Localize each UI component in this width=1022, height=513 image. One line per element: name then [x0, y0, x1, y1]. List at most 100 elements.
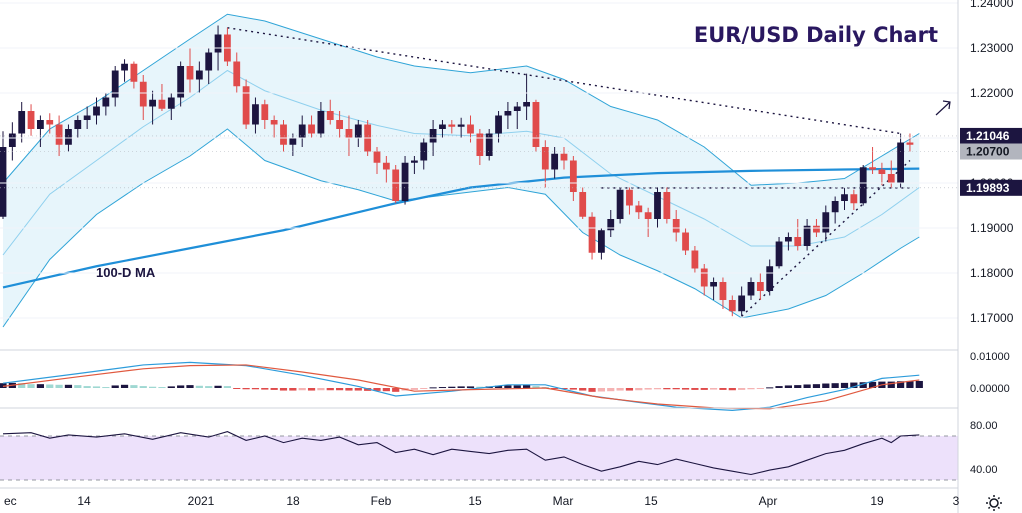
candle-body [149, 99, 156, 107]
macd-histogram-bar [0, 383, 7, 388]
candle-body [859, 167, 867, 204]
macd-histogram-bar [747, 388, 755, 390]
macd-histogram-bar [579, 388, 587, 391]
macd-histogram-bar [279, 388, 288, 391]
breakout-arrow-icon [935, 100, 951, 116]
macd-histogram-bar [354, 388, 362, 391]
candle-body [37, 120, 44, 129]
candle-body [467, 124, 474, 134]
candle-body [551, 153, 559, 170]
y-tick-label: 1.22000 [970, 86, 1014, 100]
candle-body [65, 129, 72, 145]
candle-body [794, 237, 802, 246]
macd-histogram-bar [784, 385, 792, 388]
settings-gear-icon[interactable] [986, 495, 1002, 511]
macd-histogram-bar [149, 386, 157, 388]
macd-histogram-bar [663, 388, 671, 390]
candle-body [429, 129, 437, 143]
macd-histogram-bar [803, 384, 811, 388]
candle-body [831, 201, 839, 213]
x-tick-label: ec [4, 494, 17, 508]
candle-body [738, 295, 746, 312]
macd-histogram-bar [616, 388, 624, 391]
candle-body [233, 61, 241, 87]
macd-histogram-bar [364, 388, 372, 391]
macd-histogram-bar [158, 387, 166, 389]
macd-histogram-bar [532, 386, 540, 388]
macd-histogram-bar [607, 388, 615, 392]
macd-histogram-bar [317, 388, 325, 391]
candle-body [55, 124, 63, 145]
moving-average-100d [2, 167, 920, 289]
macd-histogram-bar [307, 388, 316, 391]
macd-histogram-bar [560, 388, 568, 389]
candle-body [186, 66, 194, 80]
macd-histogram-bar [906, 380, 914, 388]
ma100-line [2, 167, 920, 289]
x-tick-label: 14 [77, 494, 91, 508]
candle-body [27, 111, 35, 129]
candle-body [261, 104, 269, 120]
macd-histogram-bar [644, 388, 652, 390]
candle-body [439, 124, 446, 129]
macd-histogram-bar [635, 388, 643, 391]
bollinger-upper-line [2, 13, 920, 186]
candle-body [167, 97, 175, 109]
price-tag [960, 127, 1022, 144]
macd-line [2, 361, 920, 412]
candle-body [46, 120, 54, 125]
candle-body [93, 106, 100, 116]
price-tags: 1.21046 1.20700 1.19893 [0, 127, 1022, 196]
candle-body [710, 282, 717, 287]
candle-body [280, 124, 287, 145]
macd-histogram-bar [55, 384, 63, 388]
candle-body [897, 142, 904, 183]
macd-histogram-bar [438, 387, 447, 389]
candle-body [541, 147, 549, 170]
macd-histogram-bar [738, 388, 746, 390]
candle-body [373, 151, 381, 163]
candle-body [270, 120, 278, 125]
macd-histogram-bar [700, 388, 708, 390]
price-tag [960, 179, 1022, 196]
x-tick-label: 15 [644, 494, 658, 508]
candle-body [392, 169, 400, 201]
macd-histogram-bar [513, 385, 521, 388]
macd-y-tick-label: 0.00000 [970, 383, 1010, 395]
y-tick-label: 1.17000 [970, 311, 1014, 325]
x-tick-label: 15 [468, 494, 482, 508]
candle-body [205, 52, 213, 71]
candle-body [523, 102, 530, 107]
macd-histogram-bar [177, 385, 185, 388]
macd-histogram-bar [766, 387, 774, 389]
bollinger-fill [3, 14, 920, 327]
price-tag [960, 143, 1022, 160]
x-tick-label: 18 [286, 494, 300, 508]
candle-body [682, 232, 689, 251]
macd-histogram-bar [429, 387, 437, 389]
macd-histogram-bar [392, 388, 400, 392]
macd-histogram-bar [270, 388, 278, 390]
candle-body [177, 66, 185, 98]
candle-body [476, 133, 484, 156]
candle-body [850, 194, 858, 204]
candle-body [504, 111, 512, 116]
candlesticks [0, 25, 914, 317]
rsi-y-tick-label: 80.00 [970, 420, 998, 432]
macd-histogram-bar [195, 385, 203, 388]
candle-body [878, 169, 886, 174]
y-tick-label: 1.19000 [970, 221, 1014, 235]
candle-body [448, 124, 456, 127]
macd-histogram-bar [523, 384, 531, 388]
candle-body [579, 192, 587, 217]
macd-histogram-bar [410, 388, 418, 390]
macd-histogram-bar [887, 381, 895, 388]
candle-body [139, 81, 147, 107]
price-tag-label: 1.21046 [966, 129, 1010, 143]
macd-pane: 0.01000 0.00000 [0, 351, 1010, 412]
macd-histogram-bar [74, 385, 82, 388]
candle-body [532, 102, 540, 147]
rsi-band [0, 436, 958, 480]
candle-body [420, 142, 428, 161]
